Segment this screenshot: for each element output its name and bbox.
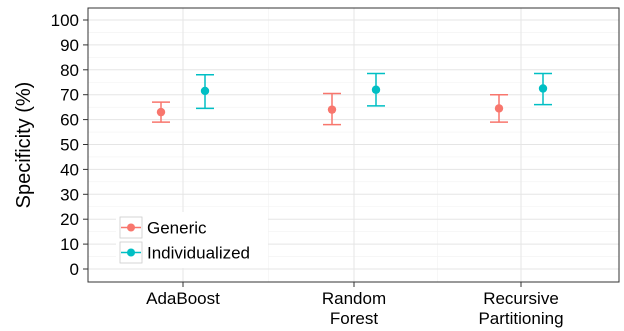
data-marks [152,72,552,126]
data-point [327,105,337,114]
y-tick-label: 50 [60,136,79,155]
data-point [494,104,504,113]
y-tick-label: 40 [60,160,79,179]
legend-label: Individualized [147,244,250,263]
x-tick-label: Random [322,289,386,308]
y-tick-label: 30 [60,185,79,204]
y-axis-title: Specificity (%) [13,82,35,209]
y-tick-label: 100 [51,11,79,30]
y-axis: 0 10 20 30 40 50 60 70 80 90 100 [51,11,88,279]
x-tick-label: Forest [330,309,378,328]
y-tick-label: 10 [60,235,79,254]
x-tick-label: Recursive [483,289,559,308]
legend: Generic Individualized [116,212,268,268]
x-tick-label: AdaBoost [146,289,220,308]
data-point [538,84,548,93]
data-point [371,85,381,94]
y-tick-label: 80 [60,61,79,80]
y-tick-label: 20 [60,210,79,229]
data-point [200,86,210,96]
major-gridlines [88,8,619,282]
legend-key-point [127,248,135,257]
y-tick-label: 60 [60,111,79,130]
x-tick-label: Partitioning [478,309,563,328]
legend-label: Generic [147,219,207,238]
legend-key-point [127,223,135,232]
data-point [156,107,166,117]
y-tick-label: 70 [60,86,79,105]
y-tick-label: 90 [60,36,79,55]
y-tick-label: 0 [70,260,79,279]
